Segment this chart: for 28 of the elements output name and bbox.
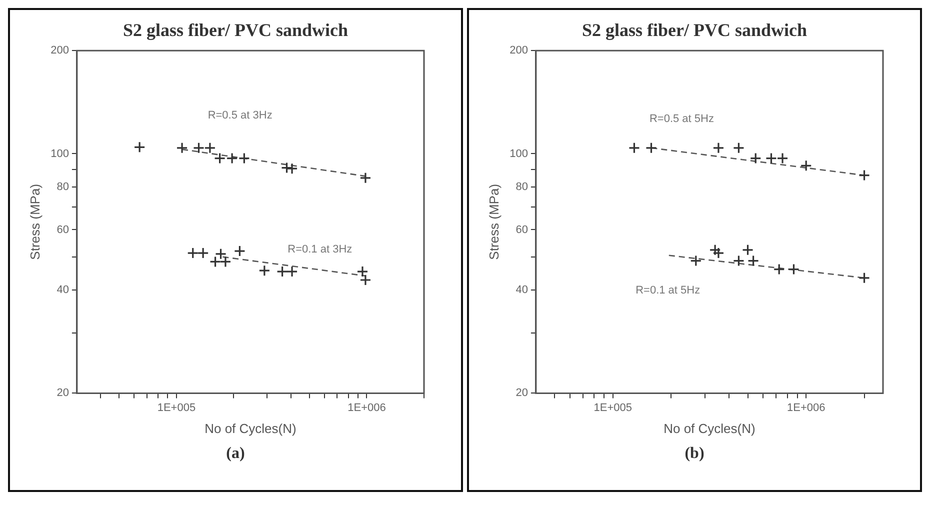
x-tick-label: 1E+006 <box>348 402 386 414</box>
y-tick-label: 100 <box>510 148 528 160</box>
chart-title: S2 glass fiber/ PVC sandwich <box>580 20 808 41</box>
chart-title: S2 glass fiber/ PVC sandwich <box>122 20 350 41</box>
y-tick-label: 80 <box>56 180 69 193</box>
y-axis-title: Stress (MPa) <box>27 184 42 260</box>
annotation: R=0.1 at 3Hz <box>288 243 352 256</box>
y-tick-label: 40 <box>516 284 528 296</box>
annotation: R=0.1 at 5Hz <box>636 284 700 296</box>
y-tick-label: 80 <box>516 180 528 193</box>
x-tick-label: 1E+005 <box>157 402 196 414</box>
text: (b) <box>684 445 706 463</box>
x-tick-label: 1E+006 <box>786 402 826 414</box>
y-tick-label: 20 <box>56 387 69 400</box>
y-tick-label: 100 <box>50 148 69 160</box>
y-tick-label: 20 <box>516 387 528 400</box>
x-tick-label: 1E+005 <box>594 402 632 414</box>
y-tick-label: 60 <box>516 224 528 236</box>
x-axis-title: No of Cycles(N) <box>204 420 296 436</box>
y-tick-label: 200 <box>510 44 528 57</box>
annotation: R=0.5 at 5Hz <box>649 113 714 126</box>
y-tick-label: 60 <box>56 224 69 236</box>
y-tick-label: 200 <box>50 44 69 57</box>
y-axis-title: Stress (MPa) <box>486 184 502 260</box>
annotation: R=0.5 at 3Hz <box>208 110 272 122</box>
text: (a) <box>225 445 246 463</box>
x-axis-title: No of Cycles(N) <box>664 420 756 436</box>
y-tick-label: 40 <box>56 284 69 296</box>
